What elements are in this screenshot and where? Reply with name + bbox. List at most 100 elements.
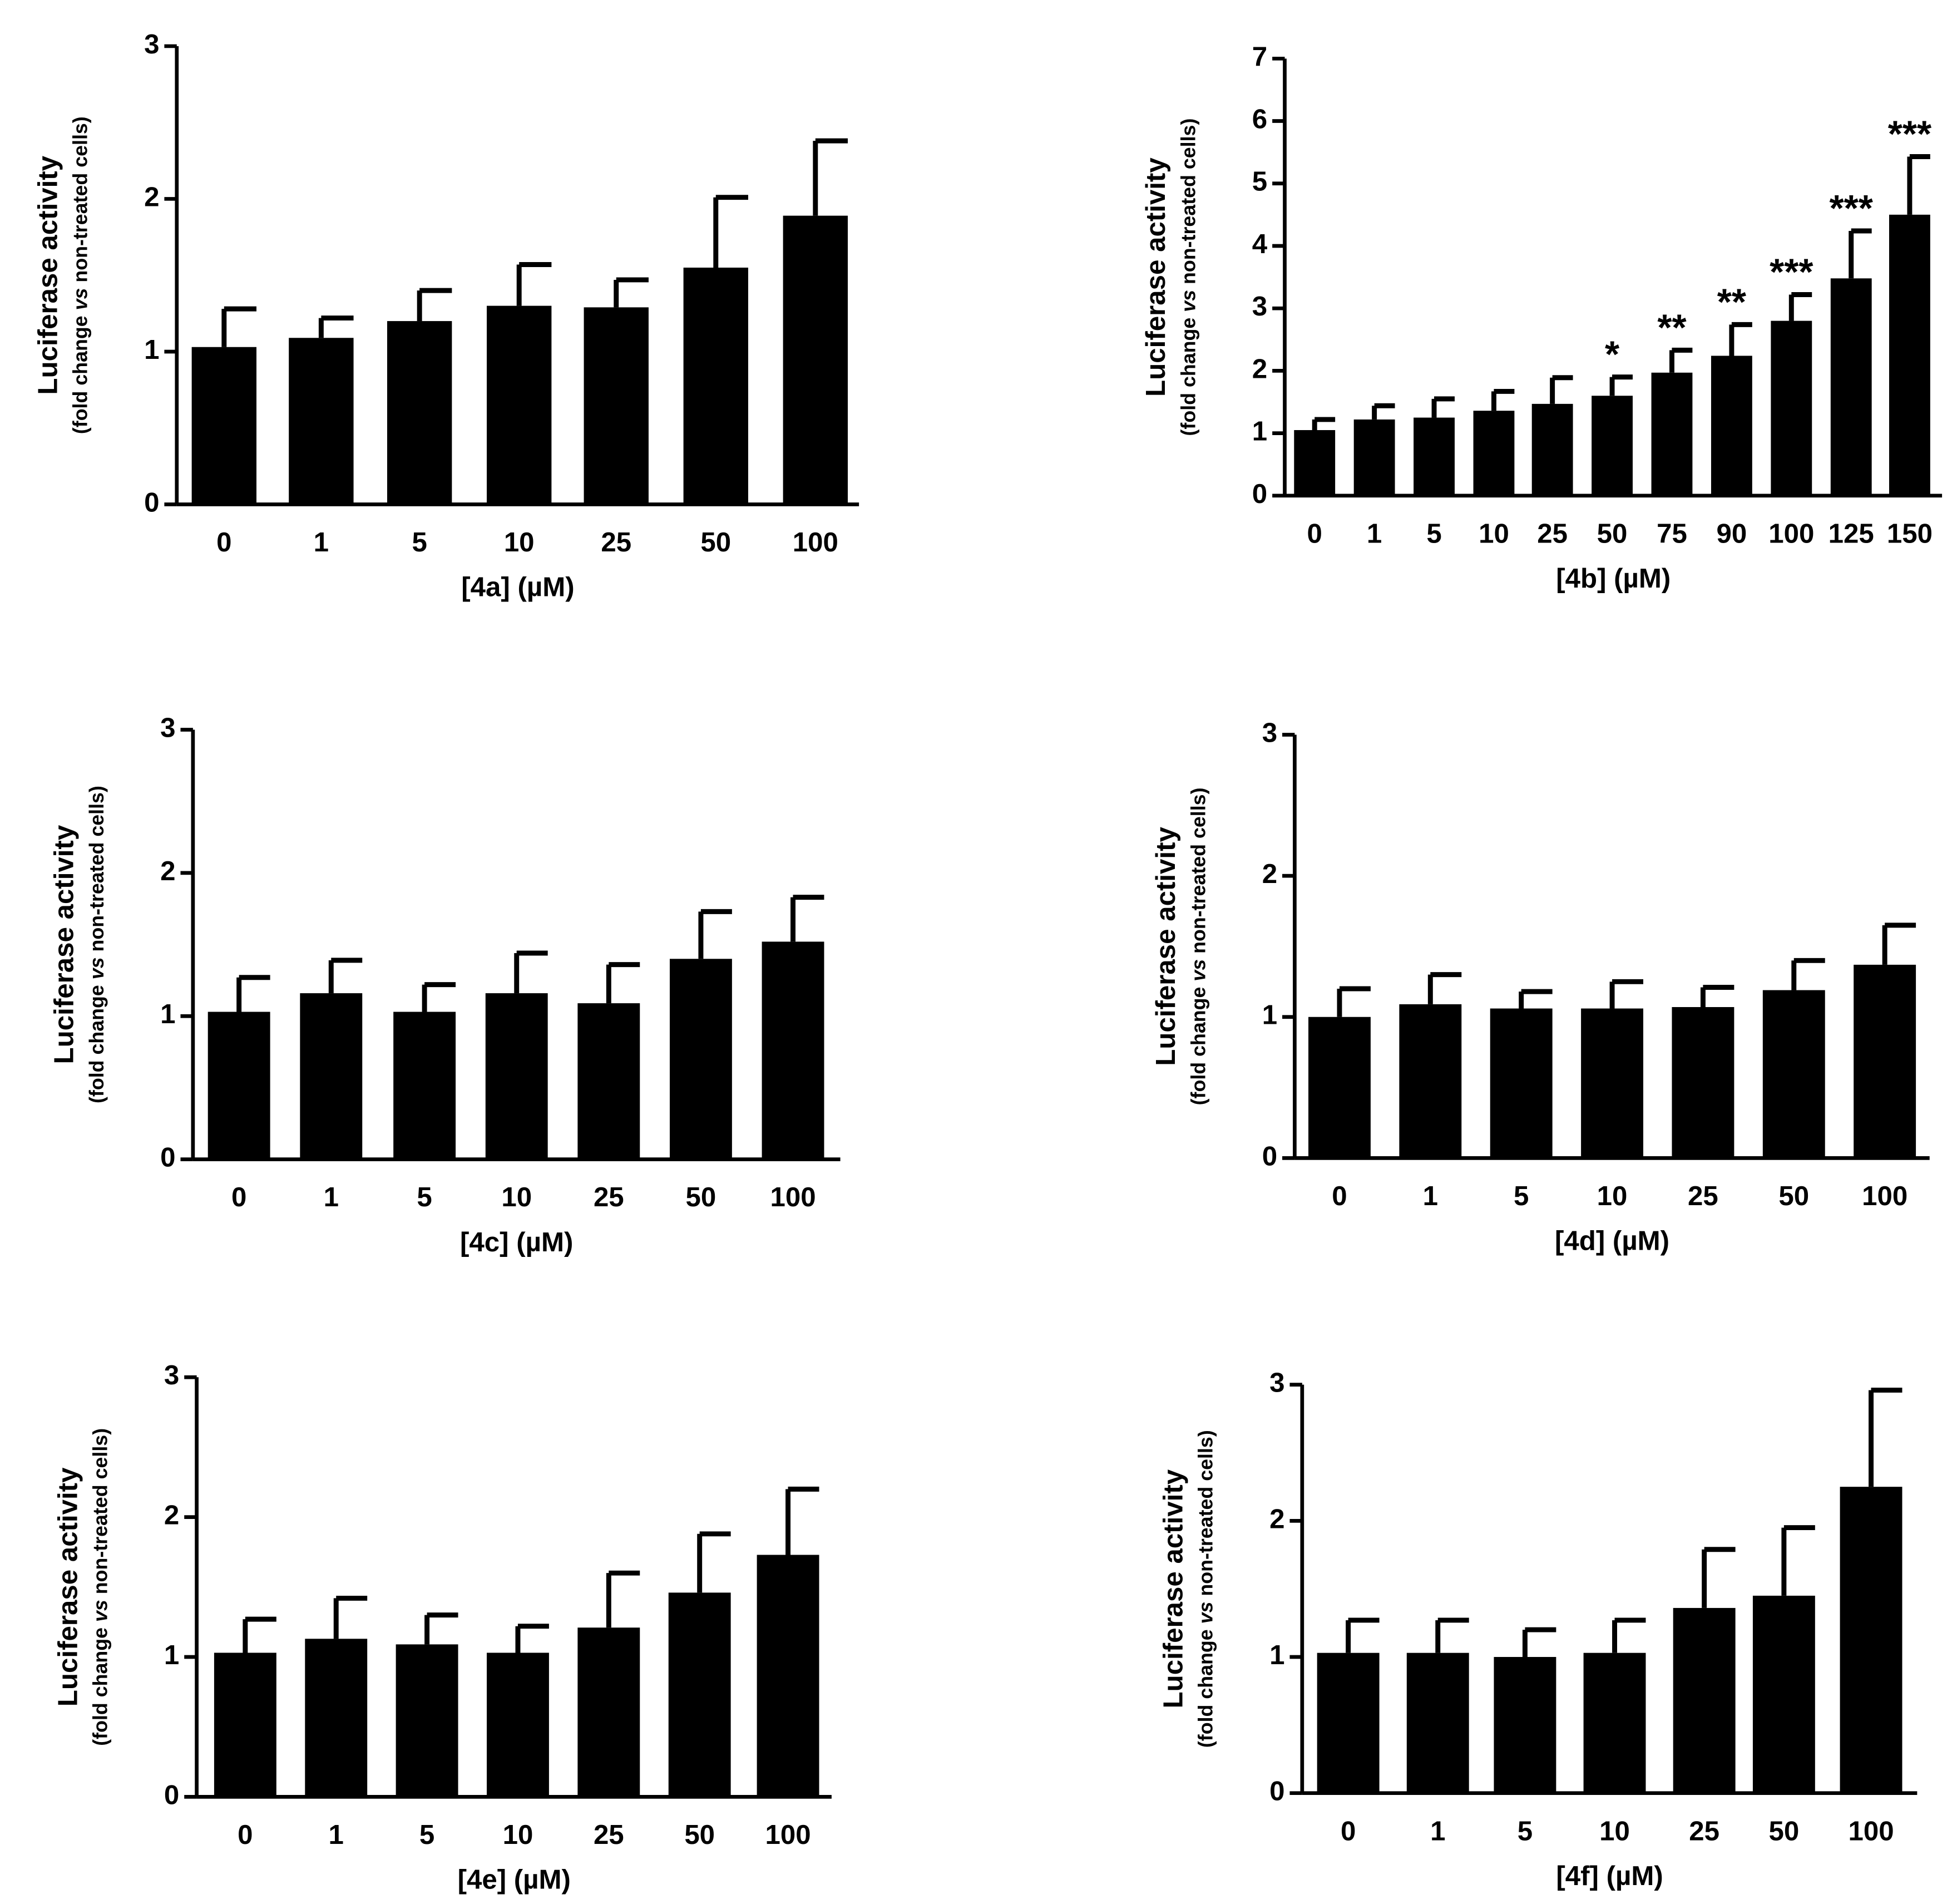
bar [668, 1592, 731, 1797]
x-tick-label: 0 [1341, 1816, 1356, 1846]
x-tick-label: 10 [1479, 518, 1509, 549]
error-bar [1337, 986, 1371, 1017]
y-axis-sublabel-part: vs [1188, 959, 1210, 981]
y-axis-sublabel-part: vs [1195, 1602, 1217, 1624]
y-tick-label: 1 [1262, 1000, 1277, 1030]
y-axis-sublabel-part: (fold change [70, 310, 92, 434]
x-tick-label: 150 [1887, 518, 1933, 549]
error-bar [1519, 989, 1553, 1009]
chart: 0 1 2 3 0 1 5 10 25 50 100 [4d] (µM) Luciferase acti… [1150, 717, 1930, 1256]
significance-label: ** [1717, 281, 1747, 323]
bar [584, 307, 649, 505]
y-tick-label: 2 [164, 1500, 179, 1531]
error-bar [1849, 228, 1872, 279]
significance-label: *** [1770, 251, 1813, 293]
y-axis-sublabel-part: non-treated cells) [90, 1428, 112, 1600]
y-tick-label: 3 [164, 1360, 179, 1390]
y-axis-sublabel-part: non-treated cells) [1178, 119, 1200, 290]
bar [669, 959, 732, 1160]
y-tick-label: 3 [1269, 1368, 1284, 1398]
significance-label: *** [1888, 113, 1932, 155]
y-axis-sublabel-part: (fold change [1188, 981, 1210, 1106]
x-tick-label: 100 [1768, 518, 1814, 549]
bar [1651, 372, 1693, 496]
error-bar [1781, 1525, 1815, 1596]
bar [1583, 1653, 1646, 1793]
bar [305, 1639, 368, 1797]
error-bar [1431, 396, 1455, 418]
error-bar [606, 962, 640, 1004]
y-axis-label: Luciferase activity [52, 1467, 83, 1706]
error-bar [1609, 374, 1633, 396]
y-tick-label: 5 [1252, 166, 1267, 197]
y-axis-sublabel-part: vs [70, 288, 92, 310]
y-tick-label: 0 [160, 1142, 175, 1173]
x-tick-label: 1 [314, 527, 329, 558]
x-tick-label: 50 [686, 1182, 716, 1212]
y-axis-sublabel-part: non-treated cells) [70, 116, 92, 288]
error-bar [236, 975, 270, 1012]
x-tick-label: 5 [412, 527, 427, 558]
error-bar [1788, 292, 1812, 321]
y-tick-label: 4 [1252, 229, 1268, 259]
x-tick-label: 5 [1518, 1816, 1533, 1846]
bar [487, 1653, 549, 1797]
error-bar [422, 982, 456, 1012]
bar [487, 305, 552, 505]
bar [1762, 990, 1825, 1158]
bar [1771, 320, 1812, 496]
error-bar [333, 1595, 368, 1639]
bar [1473, 411, 1515, 496]
x-tick-label: 100 [1862, 1181, 1907, 1211]
y-axis-sublabel-part: vs [90, 1600, 112, 1622]
x-axis-label: [4e] (µM) [458, 1864, 571, 1895]
x-tick-label: 5 [419, 1819, 434, 1850]
y-tick-label: 1 [164, 1640, 179, 1670]
y-tick-label: 2 [1262, 859, 1277, 889]
x-tick-label: 25 [1537, 518, 1568, 549]
x-tick-label: 50 [1597, 518, 1628, 549]
y-tick-label: 6 [1252, 104, 1267, 135]
x-tick-label: 50 [700, 527, 731, 558]
x-tick-label: 50 [1769, 1816, 1800, 1846]
y-axis-sublabel-part: vs [86, 957, 108, 979]
x-axis-label: [4a] (µM) [461, 572, 574, 603]
error-bar [221, 306, 257, 347]
error-bar [417, 288, 452, 322]
bar [1840, 1487, 1902, 1793]
bar [783, 215, 848, 505]
error-bar [1907, 154, 1930, 215]
bar [1854, 964, 1916, 1158]
bar [1830, 278, 1872, 496]
error-bar [516, 262, 552, 306]
y-axis-sublabel: (fold change vs non-treated cells) [1178, 119, 1200, 436]
y-axis-label: Luciferase activity [49, 825, 80, 1064]
bar [1317, 1653, 1380, 1793]
bar [387, 321, 452, 505]
x-tick-label: 0 [1307, 518, 1322, 549]
x-tick-label: 10 [1599, 1816, 1630, 1846]
chart: 0 1 2 3 0 1 5 10 25 50 100 [4a] (µM) Luciferase acti… [33, 29, 859, 603]
chart: 0 1 2 3 0 1 5 10 25 50 100 [4e] (µM) Luciferase acti… [52, 1360, 832, 1895]
error-bar [1522, 1627, 1556, 1658]
x-tick-label: 0 [1332, 1181, 1347, 1211]
error-bar [318, 315, 354, 338]
error-bar [1346, 1617, 1380, 1653]
y-axis-sublabel-part: vs [1178, 290, 1200, 312]
x-tick-label: 100 [793, 527, 838, 558]
error-bar [1869, 1387, 1902, 1487]
x-tick-label: 0 [238, 1819, 253, 1850]
y-axis-sublabel-part: non-treated cells) [86, 786, 108, 957]
y-axis-label: Luciferase activity [33, 155, 63, 394]
y-axis-sublabel-part: (fold change [90, 1622, 112, 1746]
x-tick-label: 1 [1430, 1816, 1445, 1846]
y-axis-sublabel: (fold change vs non-treated cells) [70, 116, 92, 434]
y-axis-sublabel: (fold change vs non-treated cells) [90, 1428, 112, 1746]
error-bar [1702, 1547, 1736, 1608]
bar [1414, 417, 1455, 496]
error-bar [1427, 972, 1462, 1004]
x-tick-label: 50 [684, 1819, 715, 1850]
x-tick-label: 0 [231, 1182, 246, 1212]
x-tick-label: 1 [1423, 1181, 1438, 1211]
